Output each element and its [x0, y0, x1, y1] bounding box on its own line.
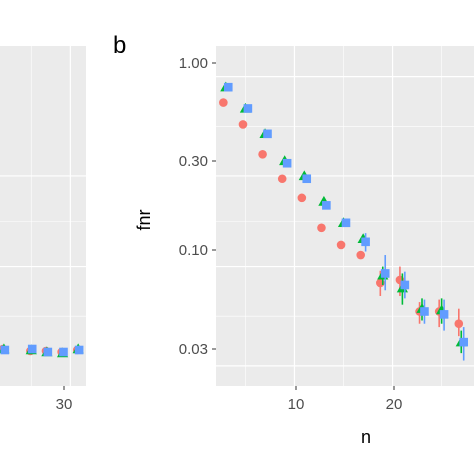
panel-b-series-square: [223, 82, 468, 361]
panel-b-marks: [219, 81, 468, 361]
panel-b-point-square: [263, 129, 272, 139]
panel-b-point-square: [420, 307, 429, 316]
panel-a-point-square: [59, 347, 68, 357]
panel-b-background: [216, 46, 474, 386]
panel-b-series-circle: [219, 98, 464, 337]
panel-b-point-circle: [238, 120, 248, 129]
panel-b: b 1.00 0.30 0.10 0.03 10 20 n fnr: [113, 32, 474, 447]
panel-a-point-square: [0, 345, 10, 355]
panel-b-y-tick-label-1-00: 1.00: [179, 55, 208, 72]
panel-b-point-circle: [356, 250, 365, 260]
panel-b-point-square: [322, 201, 331, 210]
panel-b-point-square: [243, 104, 253, 113]
panel-a-background: [0, 46, 86, 386]
panel-b-point-circle: [317, 223, 326, 233]
panel-b-point-circle: [258, 150, 267, 159]
panel-b-point-square: [459, 337, 468, 347]
panel-b-point-circle: [297, 193, 307, 203]
panel-a-point-square: [74, 345, 84, 355]
panel-b-point-square: [302, 174, 312, 184]
panel-b-point-square: [223, 82, 233, 92]
panel-a-x-tick-label-30: 30: [56, 396, 73, 413]
panel-b-point-square: [282, 158, 292, 168]
panel-b-y-tick-label-0-30: 0.30: [179, 153, 208, 170]
panel-b-y-tick-label-0-03: 0.03: [179, 341, 208, 358]
panel-a-marks: [0, 343, 84, 358]
panel-a-grid: [0, 46, 86, 386]
panel-b-x-axis-title: n: [361, 427, 371, 447]
panel-b-point-square: [439, 310, 449, 319]
panel-b-y-axis: 1.00 0.30 0.10 0.03: [179, 55, 216, 358]
panel-b-tag: b: [113, 32, 126, 59]
panel-b-point-circle: [454, 319, 464, 329]
panel-b-point-square: [380, 269, 390, 278]
panel-b-grid: [216, 46, 474, 386]
panel-a-point-square: [27, 344, 37, 354]
panel-b-point-square: [341, 218, 351, 228]
panel-b-y-axis-title: fnr: [134, 209, 154, 230]
panel-b-x-tick-label-10: 10: [288, 396, 305, 413]
panel-a-series-square: [0, 344, 84, 357]
panel-b-x-axis: 10 20: [288, 386, 403, 413]
panel-a: 30: [0, 46, 86, 413]
panel-b-point-circle: [277, 174, 287, 184]
panel-b-point-circle: [219, 98, 228, 107]
panel-b-point-square: [361, 237, 370, 247]
panel-b-point-square: [400, 280, 410, 290]
panel-b-point-circle: [336, 240, 346, 250]
panel-b-x-tick-label-20: 20: [386, 396, 403, 413]
panel-a-point-square: [43, 347, 53, 357]
panel-b-y-tick-label-0-10: 0.10: [179, 242, 208, 259]
